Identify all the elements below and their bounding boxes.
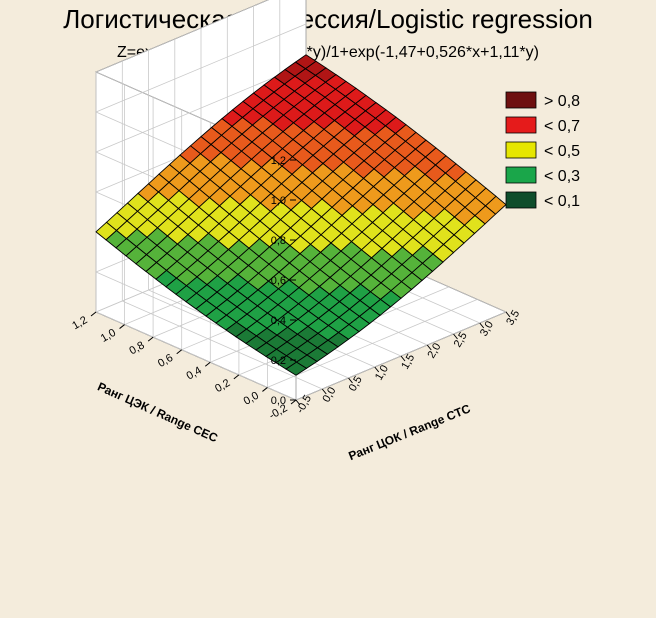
y-tick-label: 0,0: [242, 390, 261, 408]
y-tick-mark: [204, 361, 211, 367]
y-tick-label: 0,2: [213, 377, 232, 395]
y-tick-mark: [233, 374, 240, 380]
legend-swatch: [505, 91, 537, 109]
chart-title: Логистическая регрессия/Logistic regress…: [63, 4, 593, 34]
y-tick-mark: [176, 349, 183, 355]
z-tick-label: 0,2: [271, 355, 286, 367]
x-axis-label: Ранг ЦОК / Range CTC: [347, 401, 473, 463]
legend-label: < 0,5: [544, 143, 580, 160]
y-tick-label: 1,2: [70, 314, 89, 332]
surface-mesh: [95, 54, 507, 376]
x-tick-mark: [400, 355, 406, 362]
x-tick-mark: [295, 399, 301, 406]
y-tick-mark: [262, 387, 268, 392]
legend: > 0,8 < 0,7 < 0,5 < 0,3 < 0,1: [505, 91, 580, 210]
x-tick-mark: [479, 322, 485, 329]
x-tick-mark: [321, 388, 327, 395]
z-tick-label: 0,8: [271, 235, 286, 247]
legend-swatch: [505, 116, 537, 134]
y-tick-mark: [290, 399, 297, 405]
x-tick-mark: [348, 377, 353, 384]
y-tick-mark: [119, 324, 125, 329]
y-tick-label: 1,0: [99, 327, 118, 345]
z-tick-label: 1,0: [271, 195, 286, 207]
z-tick-label: 0,0: [271, 395, 286, 407]
x-tick-mark: [374, 366, 380, 373]
legend-swatch: [505, 141, 537, 159]
z-tick-label: 0,4: [271, 315, 286, 327]
legend-swatch: [505, 166, 537, 184]
y-tick-mark: [90, 311, 97, 317]
y-tick-label: 0,8: [127, 339, 146, 357]
y-tick-label: 0,4: [185, 364, 204, 382]
y-axis-label: Ранг ЦЭК / Range CEC: [95, 379, 220, 445]
y-tick-label: 0,6: [156, 352, 175, 370]
legend-label: > 0,8: [544, 93, 580, 110]
z-tick-label: 0,6: [271, 275, 286, 287]
z-tick-label: 1,2: [271, 155, 286, 167]
x-tick-mark: [453, 333, 458, 340]
legend-label: < 0,3: [544, 168, 580, 185]
legend-label: < 0,7: [544, 118, 580, 135]
surface-cell: [285, 361, 308, 376]
x-tick-mark: [426, 344, 432, 351]
legend-swatch: [505, 191, 537, 209]
y-tick-mark: [147, 336, 154, 342]
x-tick-label: 3,5: [504, 308, 522, 327]
x-tick-mark: [505, 311, 511, 318]
legend-label: < 0,1: [544, 193, 580, 210]
